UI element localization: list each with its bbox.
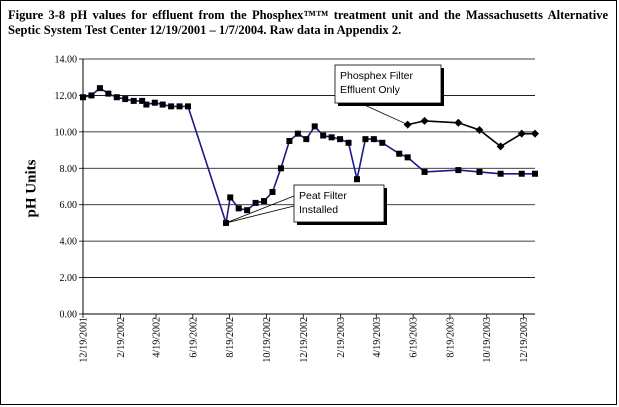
callout-leader [359, 102, 408, 125]
y-tick-label: 14.00 [55, 55, 78, 66]
x-tick-label: 12/19/2003 [519, 317, 530, 363]
callout-text: Installed [299, 204, 338, 216]
y-tick-label: 4.00 [60, 237, 78, 248]
x-tick-label: 4/19/2003 [372, 317, 383, 358]
data-point [311, 123, 318, 130]
axes [79, 58, 535, 318]
x-tick-label: 6/19/2003 [409, 317, 420, 358]
figure-caption: Figure 3-8 pH values for effluent from t… [8, 8, 608, 37]
data-point [396, 150, 403, 157]
y-tick-label: 6.00 [60, 200, 78, 211]
x-tick-label: 2/19/2002 [116, 317, 127, 358]
data-point [96, 85, 103, 92]
data-point [303, 136, 310, 143]
x-tick-labels: 12/19/2001 2/19/2002 4/19/2002 6/19/2002 8/1… [79, 317, 531, 363]
data-point [496, 142, 505, 151]
callout-text: Effluent Only [340, 84, 401, 96]
x-tick-label: 10/19/2002 [262, 317, 273, 363]
data-point [105, 90, 112, 97]
y-tick-label: 10.00 [55, 127, 78, 138]
callouts: Phosphex Filter Effluent Only Peat Filter I… [225, 64, 444, 225]
data-point [176, 103, 183, 110]
data-point [113, 94, 120, 101]
data-point [235, 205, 242, 212]
data-point [404, 154, 411, 161]
callout-box [293, 184, 385, 223]
y-tick-labels: 0.00 2.00 4.00 6.00 8.00 10.00 12.00 14.00 [55, 55, 78, 321]
data-point [277, 165, 284, 172]
callout-leader [225, 195, 295, 224]
data-point [475, 126, 484, 135]
data-point [532, 170, 538, 177]
data-point [370, 136, 377, 143]
callout-text: Phosphex Filter [340, 70, 413, 82]
data-point [227, 194, 234, 201]
y-tick-label: 2.00 [60, 273, 78, 284]
x-tick-label: 4/19/2002 [152, 317, 163, 358]
data-point [320, 132, 327, 139]
x-tick-label: 6/19/2002 [188, 317, 199, 358]
data-point [294, 130, 301, 137]
x-tick-label: 8/19/2003 [445, 317, 456, 358]
y-tick-label: 8.00 [60, 164, 78, 175]
data-point [286, 137, 293, 144]
callout-text: Peat Filter [299, 190, 347, 202]
data-point [143, 101, 150, 108]
data-point [497, 170, 504, 177]
callout-leader [225, 205, 295, 224]
data-point [379, 139, 386, 146]
data-point [139, 97, 146, 104]
data-point [244, 207, 251, 214]
callout-box [334, 64, 442, 104]
data-point [168, 103, 175, 110]
data-point [420, 116, 429, 125]
data-point [269, 188, 276, 195]
data-point [353, 176, 360, 183]
x-tick-label: 12/19/2002 [299, 317, 310, 363]
data-point [185, 103, 192, 110]
data-point [328, 134, 335, 141]
data-point [122, 96, 129, 103]
x-tick-label: 12/19/2001 [79, 317, 90, 363]
data-point [517, 129, 526, 138]
data-point [454, 118, 463, 127]
data-point [362, 136, 369, 143]
data-point [518, 170, 525, 177]
data-point [345, 139, 352, 146]
series-layer [80, 85, 539, 226]
data-point [531, 129, 539, 138]
data-point [476, 168, 483, 175]
y-tick-label: 0.00 [60, 310, 78, 321]
data-point [80, 94, 86, 101]
gridlines [83, 58, 535, 278]
series-line [407, 120, 535, 148]
data-point [88, 92, 95, 99]
data-point [252, 199, 259, 206]
data-point [130, 97, 137, 104]
data-point [455, 167, 462, 174]
data-point [403, 120, 412, 129]
x-tick-label: 10/19/2003 [482, 317, 493, 363]
data-point [159, 101, 166, 108]
x-tick-label: 8/19/2002 [225, 317, 236, 358]
y-tick-label: 12.00 [55, 91, 78, 102]
x-tick-label: 2/19/2003 [336, 317, 347, 358]
data-point [151, 99, 158, 106]
data-point [337, 136, 344, 143]
data-point [261, 198, 268, 205]
data-point [421, 168, 428, 175]
